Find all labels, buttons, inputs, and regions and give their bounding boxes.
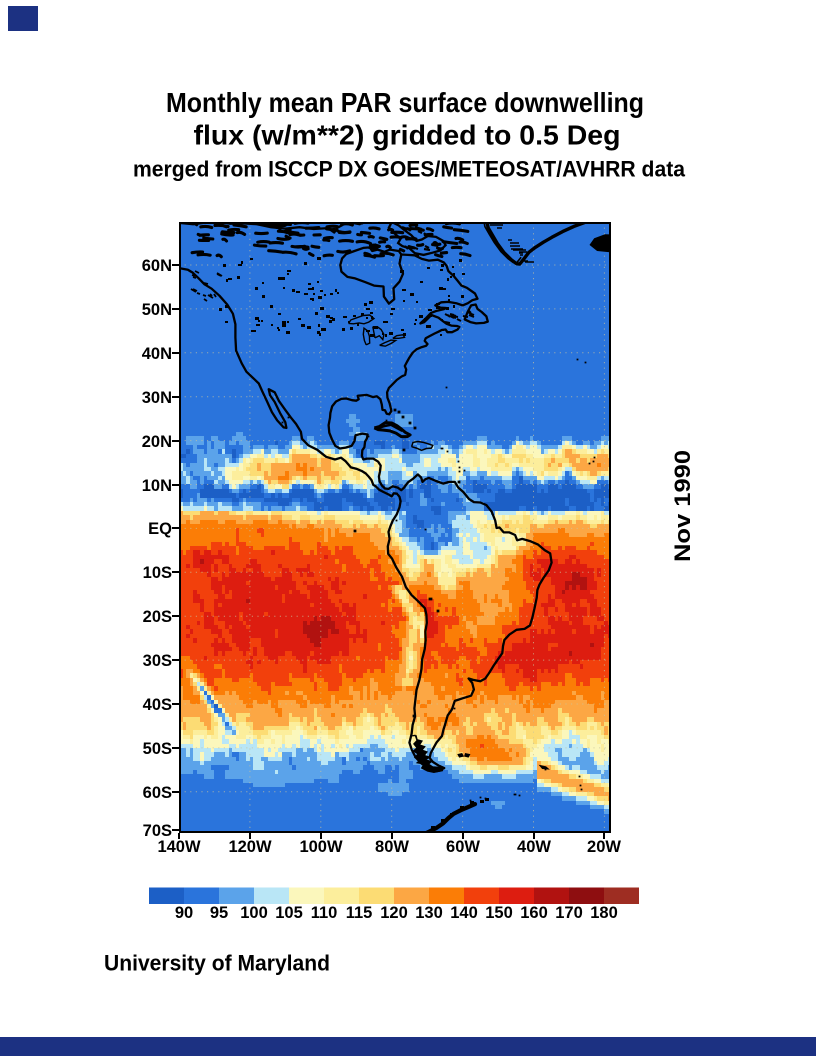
svg-text:115: 115	[346, 904, 373, 922]
svg-text:120: 120	[380, 904, 408, 922]
svg-text:Nov 1990: Nov 1990	[670, 450, 695, 562]
svg-text:merged from ISCCP DX GOES/METE: merged from ISCCP DX GOES/METEOSAT/AVHRR…	[133, 157, 686, 182]
svg-text:105: 105	[275, 904, 303, 922]
svg-text:50S: 50S	[143, 740, 172, 758]
svg-text:160: 160	[520, 904, 548, 922]
svg-text:30N: 30N	[142, 389, 172, 407]
svg-text:150: 150	[485, 904, 513, 922]
svg-text:20S: 20S	[143, 608, 172, 626]
svg-text:20W: 20W	[587, 838, 621, 856]
svg-text:10S: 10S	[143, 564, 172, 582]
svg-text:110: 110	[311, 904, 338, 922]
svg-text:180: 180	[590, 904, 618, 922]
svg-text:20N: 20N	[142, 433, 172, 451]
svg-text:40W: 40W	[517, 838, 551, 856]
svg-text:10N: 10N	[142, 477, 172, 495]
svg-text:60S: 60S	[143, 784, 172, 802]
svg-text:60N: 60N	[142, 257, 172, 275]
svg-text:Monthly mean PAR surface downw: Monthly mean PAR surface downwelling	[166, 87, 644, 118]
svg-text:90: 90	[175, 904, 193, 922]
svg-text:170: 170	[555, 904, 583, 922]
svg-text:100: 100	[240, 904, 268, 922]
svg-text:40N: 40N	[142, 345, 172, 363]
svg-text:140: 140	[450, 904, 478, 922]
svg-text:60W: 60W	[446, 838, 480, 856]
svg-text:flux (w/m**2) gridded to 0.5 D: flux (w/m**2) gridded to 0.5 Deg	[194, 120, 621, 151]
svg-text:120W: 120W	[228, 838, 272, 856]
svg-text:80W: 80W	[375, 838, 409, 856]
svg-text:70S: 70S	[143, 822, 172, 840]
svg-text:100W: 100W	[299, 838, 343, 856]
svg-text:95: 95	[210, 904, 228, 922]
svg-text:40S: 40S	[143, 696, 172, 714]
svg-text:EQ: EQ	[148, 520, 172, 538]
svg-text:130: 130	[415, 904, 443, 922]
svg-text:50N: 50N	[142, 301, 172, 319]
svg-text:140W: 140W	[157, 838, 201, 856]
svg-text:University of Maryland: University of Maryland	[104, 951, 330, 976]
svg-text:30S: 30S	[143, 652, 172, 670]
